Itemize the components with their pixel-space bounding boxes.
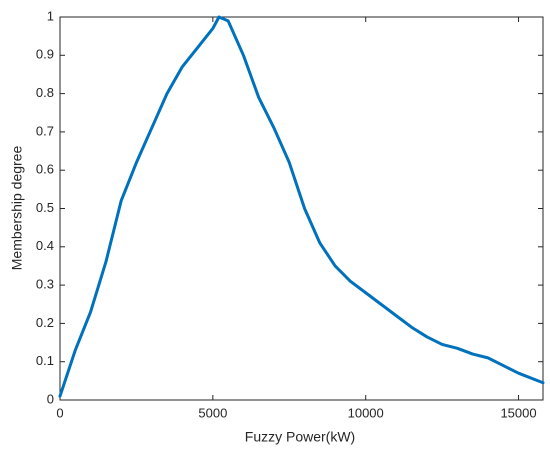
y-tick-label: 0.3 — [36, 277, 54, 292]
y-tick-label: 0.2 — [36, 315, 54, 330]
y-tick-label: 1 — [47, 8, 54, 23]
x-tick-label: 0 — [56, 405, 63, 420]
y-tick-label: 0.1 — [36, 353, 54, 368]
y-tick-label: 0 — [47, 391, 54, 406]
axes-box — [59, 16, 544, 401]
y-tick-label: 0.8 — [36, 85, 54, 100]
x-tick-label: 5000 — [198, 405, 227, 420]
y-axis-label: Membership degree — [9, 146, 25, 271]
y-tick-label: 0.4 — [36, 238, 54, 253]
x-tick-label: 10000 — [348, 405, 384, 420]
x-axis-label: Fuzzy Power(kW) — [245, 429, 355, 445]
y-tick-label: 0.7 — [36, 123, 54, 138]
y-tick-label: 0.9 — [36, 47, 54, 62]
y-tick-label: 0.6 — [36, 162, 54, 177]
y-tick-label: 0.5 — [36, 200, 54, 215]
line-series — [58, 15, 545, 398]
x-tick-label: 15000 — [500, 405, 536, 420]
